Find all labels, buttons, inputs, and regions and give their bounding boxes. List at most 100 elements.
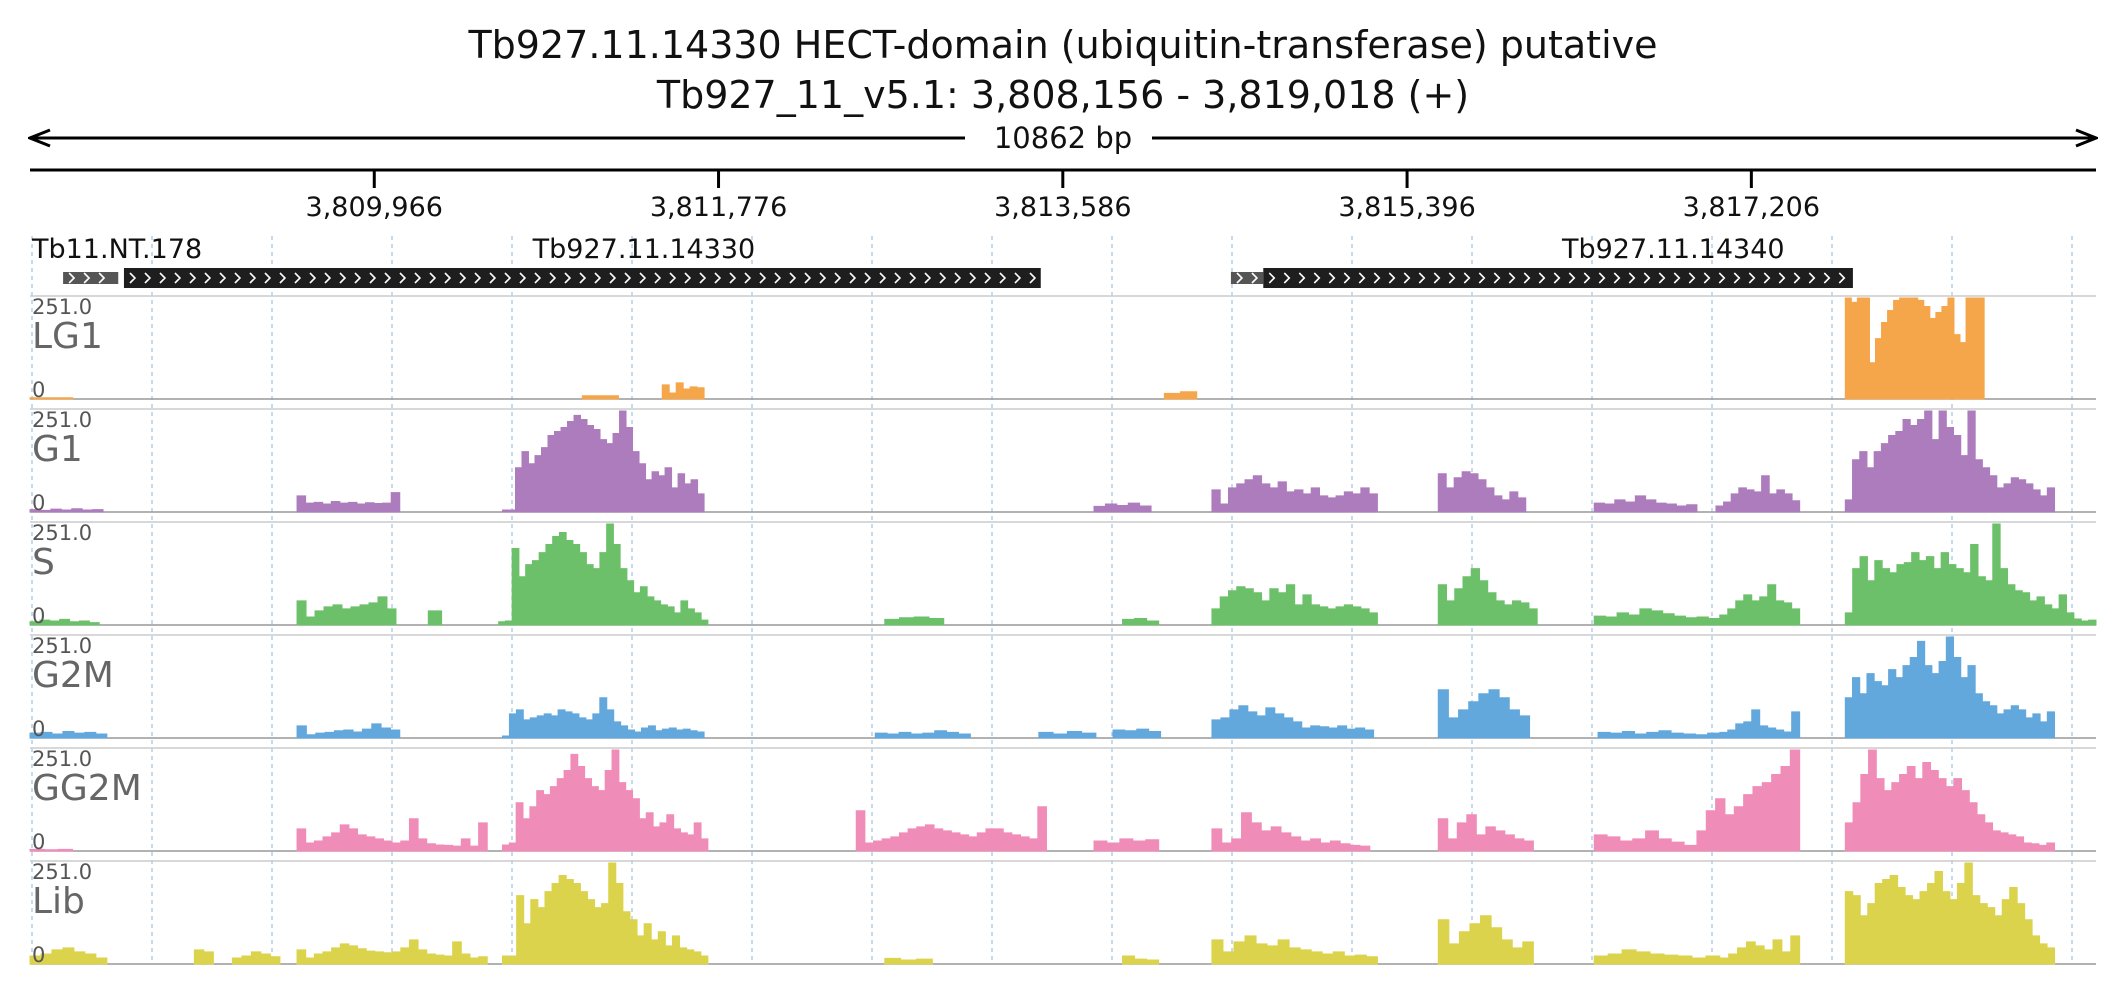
coverage-area	[501, 410, 705, 513]
track-name: LG1	[32, 316, 103, 357]
gene-feature[interactable]	[63, 272, 119, 284]
track-g1: 251.0 0 G1	[29, 408, 2096, 515]
coverage-area	[1844, 297, 1985, 400]
track-lg1: 251.0 0 LG1	[29, 295, 2096, 402]
coverage-area	[1844, 749, 2056, 852]
coverage-area	[1593, 495, 1698, 513]
coverage-area	[884, 616, 945, 626]
axis-tick-label: 3,817,206	[1683, 192, 1820, 223]
span-label: 10862 bp	[994, 121, 1132, 155]
coverage-area	[1112, 728, 1162, 739]
gene-label: Tb927.11.14330	[532, 234, 756, 265]
coverage-area	[1211, 705, 1375, 739]
coverage-area	[1211, 584, 1378, 626]
coverage-area	[884, 957, 933, 965]
gene-label: Tb927.11.14340	[1561, 234, 1785, 265]
gene-feature[interactable]	[1263, 268, 1853, 288]
coverage-area	[29, 397, 74, 400]
track-name: S	[32, 542, 55, 583]
coverage-area	[661, 382, 705, 400]
track-scale-min: 0	[32, 378, 45, 402]
gene-label: Tb11.NT.178	[31, 234, 202, 265]
coverage-area	[1038, 731, 1097, 739]
coverage-area	[1696, 749, 1801, 852]
coverage-area	[1844, 862, 2056, 965]
coordinate-axis: 3,809,966 3,811,776 3,813,586 3,815,396 3,81…	[30, 168, 2096, 223]
coverage-area	[1844, 410, 2056, 513]
track-scale-min: 0	[32, 604, 45, 628]
coverage-area	[1122, 618, 1160, 626]
coverage-area	[1211, 935, 1378, 965]
coverage-area	[29, 848, 74, 852]
coverage-area	[874, 730, 971, 739]
track-gg2m: 251.0 0 GG2M	[29, 747, 2096, 854]
coverage-area	[427, 610, 443, 626]
coverage-area	[296, 939, 488, 965]
coverage-area	[1719, 709, 1801, 739]
coverage-area	[1844, 523, 2097, 626]
track-scale-max: 251.0	[32, 521, 92, 545]
coverage-tracks: 251.00LG1251.00G1251.00S251.00G2M251.00G…	[29, 295, 2097, 967]
coverage-area	[29, 618, 100, 626]
gene-title: Tb927.11.14330 HECT-domain (ubiquitin-tr…	[467, 23, 1657, 67]
track-name: G1	[32, 429, 83, 470]
coverage-area	[296, 596, 397, 626]
coverage-area	[1597, 730, 1721, 739]
axis-tick-label: 3,811,776	[650, 192, 787, 223]
axis-ticks: 3,809,966 3,811,776 3,813,586 3,815,396 3,81…	[306, 170, 1820, 223]
coverage-area	[1719, 935, 1801, 965]
gene-track: Tb11.NT.178 Tb927.11.14330 Tb927.11.14340	[31, 234, 1853, 288]
coverage-area	[1093, 838, 1160, 852]
coverage-area	[855, 806, 1047, 852]
span-ruler: 10862 bp	[30, 121, 2096, 155]
locus-title: Tb927_11_v5.1: 3,808,156 - 3,819,018 (+)	[656, 73, 1469, 117]
coverage-area	[1437, 915, 1534, 965]
axis-tick-label: 3,813,586	[994, 192, 1131, 223]
coverage-area	[1593, 608, 1721, 626]
coverage-area	[501, 862, 709, 965]
coverage-area	[1122, 955, 1160, 965]
track-scale-min: 0	[32, 943, 45, 967]
strand-arrows	[68, 272, 106, 284]
gene-feature[interactable]	[123, 268, 1041, 288]
coverage-area	[1437, 814, 1534, 852]
track-scale-max: 251.0	[32, 634, 92, 658]
track-scale-max: 251.0	[32, 295, 92, 319]
coverage-area	[1844, 636, 2056, 739]
coverage-area	[29, 731, 108, 739]
track-scale-max: 251.0	[32, 408, 92, 432]
coverage-area	[581, 395, 619, 400]
strand-arrows	[129, 272, 1037, 284]
strand-arrows	[1268, 272, 1846, 284]
track-s: 251.0 0 S	[29, 521, 2097, 628]
track-name: Lib	[32, 881, 85, 922]
coverage-area	[296, 818, 488, 852]
coverage-area	[1715, 475, 1801, 513]
coverage-area	[1163, 391, 1198, 400]
track-scale-min: 0	[32, 717, 45, 741]
coverage-area	[1437, 471, 1527, 513]
coverage-area	[231, 951, 281, 965]
coverage-area	[296, 492, 401, 513]
coverage-area	[29, 947, 108, 965]
coverage-area	[501, 697, 705, 739]
coverage-area	[296, 723, 401, 739]
coverage-area	[498, 523, 709, 626]
coverage-area	[1093, 502, 1152, 513]
axis-tick-label: 3,809,966	[306, 192, 443, 223]
coverage-area	[29, 508, 104, 513]
gene-feature[interactable]	[1230, 272, 1264, 284]
track-scale-min: 0	[32, 830, 45, 854]
coverage-area	[1593, 830, 1698, 852]
coverage-area	[1719, 584, 1801, 626]
coverage-area	[501, 749, 709, 852]
axis-tick-label: 3,815,396	[1338, 192, 1475, 223]
track-name: GG2M	[32, 768, 142, 809]
strand-arrows	[1236, 272, 1259, 284]
track-g2m: 251.0 0 G2M	[29, 634, 2096, 741]
coverage-area	[1211, 812, 1371, 852]
coverage-area	[1593, 949, 1721, 965]
coverage-area	[1437, 689, 1531, 739]
track-scale-max: 251.0	[32, 747, 92, 771]
